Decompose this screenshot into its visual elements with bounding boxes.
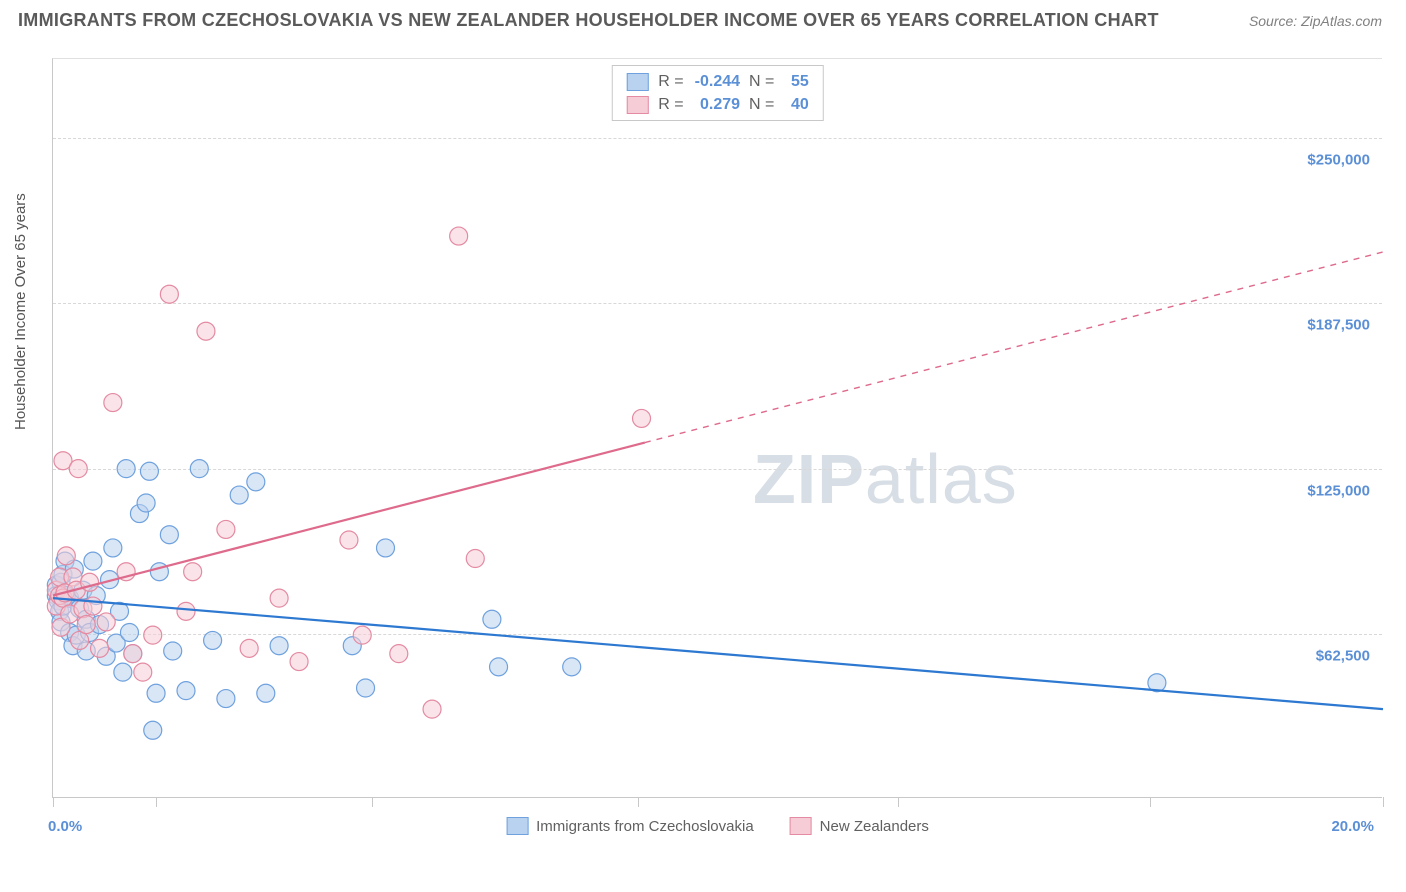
data-point: [120, 624, 138, 642]
data-point: [197, 322, 215, 340]
plot-svg: [53, 59, 1382, 797]
data-point: [450, 227, 468, 245]
data-point: [114, 663, 132, 681]
series-legend-item: New Zealanders: [790, 817, 929, 835]
y-tick-label: $187,500: [1290, 317, 1370, 334]
x-tick: [638, 797, 639, 807]
data-point: [104, 394, 122, 412]
x-tick: [1150, 797, 1151, 807]
data-point: [340, 531, 358, 549]
data-point: [147, 684, 165, 702]
data-point: [204, 631, 222, 649]
data-point: [77, 616, 95, 634]
data-point: [104, 539, 122, 557]
x-tick: [372, 797, 373, 807]
data-point: [247, 473, 265, 491]
data-point: [134, 663, 152, 681]
data-point: [177, 682, 195, 700]
legend-swatch: [626, 96, 648, 114]
source-link[interactable]: ZipAtlas.com: [1301, 13, 1382, 29]
data-point: [184, 563, 202, 581]
trend-line-extrapolated: [645, 252, 1383, 443]
data-point: [290, 653, 308, 671]
x-tick: [1383, 797, 1384, 807]
y-tick-label: $62,500: [1290, 647, 1370, 664]
data-point: [390, 645, 408, 663]
x-tick: [156, 797, 157, 807]
data-point: [217, 690, 235, 708]
legend-stats: R = 0.279 N = 40: [658, 93, 808, 116]
y-axis-title: Householder Income Over 65 years: [12, 193, 29, 430]
data-point: [270, 637, 288, 655]
data-point: [230, 486, 248, 504]
series-legend-label: New Zealanders: [820, 818, 929, 835]
series-legend-item: Immigrants from Czechoslovakia: [506, 817, 754, 835]
legend-swatch: [626, 73, 648, 91]
data-point: [84, 552, 102, 570]
data-point: [124, 645, 142, 663]
series-legend: Immigrants from Czechoslovakia New Zealan…: [506, 817, 929, 835]
y-tick-label: $125,000: [1290, 482, 1370, 499]
data-point: [84, 597, 102, 615]
data-point: [160, 526, 178, 544]
data-point: [563, 658, 581, 676]
data-point: [353, 626, 371, 644]
scatter-chart: ZIPatlas R = -0.244 N = 55R = 0.279 N = …: [52, 58, 1382, 798]
legend-swatch: [506, 817, 528, 835]
source-attribution: Source: ZipAtlas.com: [1249, 13, 1382, 29]
series-legend-label: Immigrants from Czechoslovakia: [536, 818, 754, 835]
data-point: [97, 613, 115, 631]
data-point: [69, 460, 87, 478]
data-point: [144, 626, 162, 644]
data-point: [483, 610, 501, 628]
correlation-legend: R = -0.244 N = 55R = 0.279 N = 40: [611, 65, 823, 121]
chart-title: IMMIGRANTS FROM CZECHOSLOVAKIA VS NEW ZE…: [18, 10, 1159, 31]
data-point: [490, 658, 508, 676]
data-point: [177, 602, 195, 620]
data-point: [423, 700, 441, 718]
data-point: [144, 721, 162, 739]
x-tick: [898, 797, 899, 807]
y-tick-label: $250,000: [1290, 152, 1370, 169]
legend-stats: R = -0.244 N = 55: [658, 70, 808, 93]
data-point: [164, 642, 182, 660]
data-point: [140, 462, 158, 480]
data-point: [633, 409, 651, 427]
data-point: [117, 460, 135, 478]
data-point: [466, 550, 484, 568]
data-point: [137, 494, 155, 512]
data-point: [377, 539, 395, 557]
legend-row: R = -0.244 N = 55: [626, 70, 808, 93]
data-point: [217, 520, 235, 538]
x-axis-max-label: 20.0%: [1331, 818, 1374, 835]
source-label: Source:: [1249, 13, 1297, 29]
data-point: [357, 679, 375, 697]
x-axis-min-label: 0.0%: [48, 818, 82, 835]
data-point: [160, 285, 178, 303]
legend-row: R = 0.279 N = 40: [626, 93, 808, 116]
data-point: [240, 639, 258, 657]
data-point: [270, 589, 288, 607]
data-point: [91, 639, 109, 657]
data-point: [190, 460, 208, 478]
x-tick: [53, 797, 54, 807]
legend-swatch: [790, 817, 812, 835]
data-point: [257, 684, 275, 702]
data-point: [57, 547, 75, 565]
